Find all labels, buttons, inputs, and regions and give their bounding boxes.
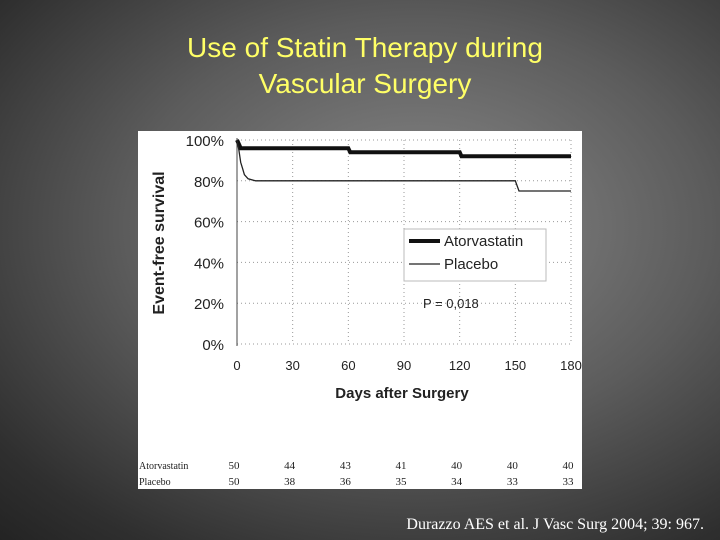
y-tick-label: 60% <box>194 215 224 232</box>
legend-box <box>403 228 547 282</box>
risk-cell: 33 <box>563 476 575 488</box>
risk-cell: 40 <box>507 460 519 472</box>
x-tick-label: 0 <box>233 358 240 373</box>
y-tick-label: 20% <box>194 296 224 313</box>
risk-cell: 50 <box>229 476 241 488</box>
labels-layer: 100% 80% 60% 40% 20% 0% 0 30 60 90 120 150 180 Event-… <box>151 133 582 402</box>
legend-label-atorvastatin: Atorvastatin <box>444 233 523 250</box>
risk-cell: 40 <box>451 460 463 472</box>
x-tick-label: 60 <box>341 358 355 373</box>
legend-label-placebo: Placebo <box>444 256 498 273</box>
risk-cell: 43 <box>340 460 352 472</box>
series-line-placebo <box>236 139 571 192</box>
x-tick-label: 180 <box>560 358 582 373</box>
risk-cell: 50 <box>229 460 241 472</box>
series-line-atorvastatin <box>235 139 571 159</box>
risk-table: Atorvastatin 50 44 43 41 40 40 40 Placebo 50 38 36 3… <box>139 460 574 488</box>
risk-cell: 34 <box>451 476 463 488</box>
title-line-2: Vascular Surgery <box>258 68 472 99</box>
x-tick-label: 90 <box>397 358 411 373</box>
citation: Durazzo AES et al. J Vasc Surg 2004; 39:… <box>406 516 704 533</box>
risk-cell: 35 <box>396 476 408 488</box>
x-axis-label: Days after Surgery <box>335 385 469 402</box>
title-line-1: Use of Statin Therapy during <box>187 32 543 63</box>
y-tick-label: 80% <box>194 174 224 191</box>
y-axis-label: Event-free survival <box>151 171 168 314</box>
x-tick-label: 150 <box>504 358 526 373</box>
risk-row-label: Placebo <box>139 477 171 488</box>
survival-chart: 100% 80% 60% 40% 20% 0% 0 30 60 90 120 150 180 Event-… <box>139 133 582 488</box>
risk-cell: 38 <box>284 476 296 488</box>
y-tick-label: 100% <box>186 133 224 150</box>
risk-cell: 33 <box>507 476 519 488</box>
survival-figure: 100% 80% 60% 40% 20% 0% 0 30 60 90 120 150 180 Event-… <box>138 131 582 489</box>
risk-cell: 44 <box>284 460 296 472</box>
legend: Atorvastatin Placebo <box>403 228 547 282</box>
x-tick-label: 120 <box>449 358 471 373</box>
y-tick-label: 0% <box>202 337 224 354</box>
y-tick-label: 40% <box>194 255 224 272</box>
risk-cell: 40 <box>563 460 575 472</box>
slide-title: Use of Statin Therapy during Vascular Su… <box>0 30 720 102</box>
curves-layer <box>235 139 571 192</box>
p-value-label: P = 0,018 <box>423 296 479 311</box>
risk-row-label: Atorvastatin <box>139 461 188 472</box>
risk-cell: 36 <box>340 476 352 488</box>
risk-cell: 41 <box>396 460 407 472</box>
x-tick-label: 30 <box>285 358 299 373</box>
